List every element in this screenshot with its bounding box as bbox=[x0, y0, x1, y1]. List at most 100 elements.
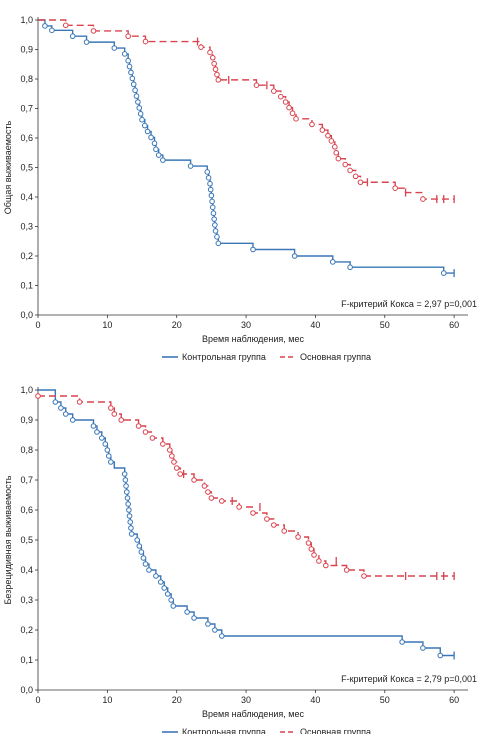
event-marker bbox=[311, 552, 317, 558]
event-marker bbox=[208, 495, 215, 501]
event-marker bbox=[205, 175, 212, 181]
y-tick-label: 0,1 bbox=[20, 655, 33, 665]
event-marker bbox=[437, 652, 444, 659]
event-marker bbox=[325, 132, 331, 139]
y-tick-label: 0,5 bbox=[20, 163, 33, 173]
event-marker bbox=[166, 447, 173, 453]
event-marker bbox=[323, 562, 329, 569]
event-marker bbox=[212, 228, 219, 234]
event-marker bbox=[271, 522, 277, 528]
event-marker bbox=[332, 144, 338, 150]
x-tick-label: 40 bbox=[310, 695, 320, 705]
event-marker bbox=[157, 579, 164, 585]
x-tick-label: 50 bbox=[380, 320, 390, 330]
event-marker bbox=[69, 417, 76, 423]
y-tick-label: 0,6 bbox=[20, 505, 33, 515]
event-marker bbox=[108, 459, 114, 465]
event-marker bbox=[90, 423, 97, 429]
event-marker bbox=[121, 51, 128, 57]
event-marker bbox=[264, 516, 270, 522]
event-marker bbox=[170, 603, 177, 609]
event-marker bbox=[136, 543, 143, 549]
event-marker bbox=[328, 138, 335, 144]
event-marker bbox=[105, 453, 112, 459]
x-tick-label: 0 bbox=[35, 320, 40, 330]
event-marker bbox=[161, 585, 168, 591]
event-marker bbox=[352, 173, 359, 180]
event-marker bbox=[277, 93, 284, 100]
event-marker bbox=[151, 140, 158, 147]
event-marker bbox=[207, 180, 213, 187]
event-marker bbox=[342, 161, 349, 168]
cox-test-annotation: F-критерий Кокса = 2,97 p=0,001 bbox=[341, 299, 477, 309]
event-marker bbox=[138, 549, 145, 555]
series-line bbox=[38, 19, 455, 200]
event-marker bbox=[305, 540, 312, 546]
event-marker bbox=[218, 498, 225, 504]
event-marker bbox=[123, 483, 129, 489]
event-marker bbox=[142, 429, 149, 435]
x-tick-label: 40 bbox=[310, 320, 320, 330]
event-marker bbox=[124, 495, 131, 501]
event-marker bbox=[58, 405, 64, 411]
event-marker bbox=[191, 477, 197, 483]
event-marker bbox=[153, 146, 159, 153]
event-marker bbox=[250, 246, 256, 253]
x-tick-label: 30 bbox=[241, 320, 251, 330]
y-tick-label: 0,0 bbox=[20, 310, 33, 320]
series-line bbox=[38, 389, 455, 657]
event-marker bbox=[218, 633, 225, 639]
event-marker bbox=[392, 185, 398, 191]
event-marker bbox=[42, 23, 48, 29]
x-tick-label: 10 bbox=[102, 695, 112, 705]
event-marker bbox=[127, 519, 134, 525]
event-marker bbox=[347, 167, 353, 174]
event-marker bbox=[329, 259, 336, 265]
event-marker bbox=[142, 561, 149, 567]
event-marker bbox=[212, 66, 219, 73]
event-marker bbox=[333, 149, 340, 156]
event-marker bbox=[420, 645, 426, 651]
x-tick-label: 20 bbox=[172, 320, 182, 330]
series-main bbox=[35, 393, 455, 580]
event-marker bbox=[139, 116, 145, 123]
event-marker bbox=[164, 591, 171, 597]
event-marker bbox=[210, 210, 217, 217]
x-axis-title: Время наблюдения, мес bbox=[202, 709, 304, 719]
event-marker bbox=[108, 405, 114, 411]
y-tick-label: 0,7 bbox=[20, 475, 33, 485]
event-marker bbox=[102, 441, 109, 447]
event-marker bbox=[201, 483, 208, 489]
event-marker bbox=[126, 507, 132, 513]
event-marker bbox=[295, 534, 301, 540]
event-marker bbox=[289, 110, 296, 117]
y-tick-label: 0,4 bbox=[20, 565, 33, 575]
event-marker bbox=[191, 615, 197, 621]
x-tick-label: 10 bbox=[102, 320, 112, 330]
y-tick-label: 0,9 bbox=[20, 415, 33, 425]
event-marker bbox=[319, 127, 326, 133]
event-marker bbox=[155, 152, 162, 158]
event-marker bbox=[118, 417, 125, 423]
event-marker bbox=[361, 573, 367, 579]
event-marker bbox=[177, 471, 183, 477]
event-marker bbox=[129, 75, 136, 82]
event-marker bbox=[130, 81, 137, 88]
event-marker bbox=[357, 179, 364, 186]
event-marker bbox=[52, 399, 59, 405]
event-marker bbox=[286, 104, 292, 111]
event-marker bbox=[132, 87, 138, 94]
event-marker bbox=[128, 525, 134, 531]
event-marker bbox=[347, 264, 353, 271]
event-marker bbox=[148, 134, 154, 141]
event-marker bbox=[309, 121, 315, 128]
event-marker bbox=[211, 216, 217, 222]
event-marker bbox=[343, 567, 350, 573]
event-marker bbox=[123, 489, 130, 495]
event-marker bbox=[205, 621, 211, 627]
legend: Контрольная группа Основная группа bbox=[162, 727, 371, 734]
y-tick-label: 0,8 bbox=[20, 445, 33, 455]
x-axis-title: Время наблюдения, мес bbox=[202, 334, 304, 344]
x-tick-label: 30 bbox=[241, 695, 251, 705]
